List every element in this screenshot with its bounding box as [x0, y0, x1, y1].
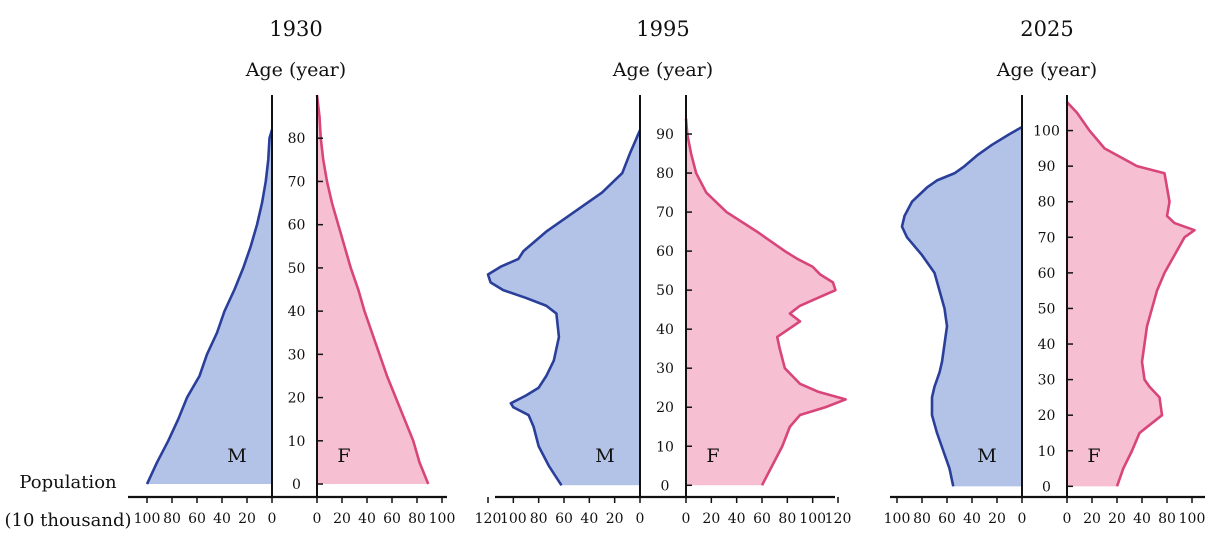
male-pop-tick-label: 0: [636, 511, 645, 527]
age-tick-label: 90: [656, 127, 674, 143]
male-pop-tick-label: 100: [134, 511, 161, 527]
age-tick-label: 0: [661, 478, 670, 494]
age-tick-label: 60: [288, 218, 306, 234]
age-axis-label: Age (year): [612, 59, 713, 81]
female-area: [317, 95, 429, 485]
female-pop-tick-label: 20: [1083, 511, 1101, 527]
male-pop-tick-label: 20: [988, 511, 1006, 527]
age-tick-label: 10: [1038, 444, 1056, 460]
age-tick-label: 70: [656, 205, 674, 221]
female-pop-tick-label: 0: [313, 511, 322, 527]
male-pop-tick-label: 20: [238, 511, 256, 527]
female-pop-tick-label: 0: [682, 511, 691, 527]
age-tick-label: 70: [288, 174, 306, 190]
age-tick-label: 30: [1038, 373, 1056, 389]
pyramid-title: 1995: [636, 17, 689, 41]
age-tick-label: 80: [1038, 195, 1056, 211]
age-tick-label: 10: [656, 439, 674, 455]
age-tick-label: 60: [1038, 266, 1056, 282]
female-pop-tick-label: 80: [1158, 511, 1176, 527]
female-pop-tick-label: 40: [358, 511, 376, 527]
age-tick-label: 20: [288, 391, 306, 407]
age-tick-label: 0: [1042, 479, 1051, 495]
female-series-line: [315, 94, 430, 485]
age-tick-label: 40: [656, 322, 674, 338]
age-tick-label: 100: [1033, 124, 1060, 140]
female-area: [1067, 102, 1195, 487]
male-pop-tick-label: 100: [884, 511, 911, 527]
female-pop-tick-label: 20: [1108, 511, 1126, 527]
male-pop-tick-label: 40: [580, 511, 598, 527]
age-tick-label: 10: [288, 434, 306, 450]
male-pop-tick-label: 60: [188, 511, 206, 527]
female-pop-tick-label: 20: [333, 511, 351, 527]
male-area: [147, 129, 272, 485]
female-pop-tick-label: 40: [728, 511, 746, 527]
male-series-line: [486, 129, 642, 486]
female-pop-tick-label: 100: [799, 511, 826, 527]
age-tick-label: 60: [656, 244, 674, 260]
age-tick-label: 50: [288, 261, 306, 277]
age-tick-label: 80: [656, 166, 674, 182]
female-pop-tick-label: 60: [753, 511, 771, 527]
male-pop-tick-label: 80: [913, 511, 931, 527]
male-pop-tick-label: 80: [163, 511, 181, 527]
age-tick-label: 80: [288, 131, 306, 147]
female-series-line: [684, 118, 847, 486]
age-axis-label: Age (year): [996, 59, 1097, 81]
pyramid-title: 2025: [1020, 17, 1073, 41]
female-series-line: [1066, 101, 1196, 487]
female-area: [686, 118, 846, 486]
age-tick-label: 0: [292, 477, 301, 493]
male-area: [902, 127, 1022, 487]
female-pop-tick-label: 80: [408, 511, 426, 527]
female-pop-tick-label: 120: [825, 511, 852, 527]
age-axis-label: Age (year): [245, 59, 346, 81]
female-pop-tick-label: 40: [1133, 511, 1151, 527]
male-pop-tick-label: 80: [530, 511, 548, 527]
female-pop-tick-label: 100: [1179, 511, 1206, 527]
age-tick-label: 20: [656, 400, 674, 416]
female-pop-tick-label: 80: [778, 511, 796, 527]
female-pop-tick-label: 0: [1063, 511, 1072, 527]
x-axis-label-unit: (10 thousand): [4, 510, 131, 531]
female-pop-tick-label: 100: [429, 511, 456, 527]
male-pop-tick-label: 0: [1018, 511, 1027, 527]
male-pop-tick-label: 100: [500, 511, 527, 527]
male-label: M: [977, 445, 996, 467]
male-series-line: [145, 129, 274, 485]
age-tick-label: 50: [1038, 301, 1056, 317]
pyramid-title: 1930: [269, 17, 322, 41]
male-pop-tick-label: 60: [555, 511, 573, 527]
female-label: F: [706, 445, 719, 467]
male-label: M: [227, 445, 246, 467]
age-tick-label: 40: [288, 304, 306, 320]
age-tick-label: 50: [656, 283, 674, 299]
male-pop-tick-label: 40: [963, 511, 981, 527]
age-tick-label: 30: [288, 347, 306, 363]
male-pop-tick-label: 40: [213, 511, 231, 527]
age-tick-label: 40: [1038, 337, 1056, 353]
male-series-line: [900, 125, 1023, 487]
male-label: M: [595, 445, 614, 467]
age-tick-label: 90: [1038, 159, 1056, 175]
age-tick-label: 30: [656, 361, 674, 377]
female-label: F: [1087, 445, 1100, 467]
male-pop-tick-label: 60: [938, 511, 956, 527]
male-area: [488, 130, 640, 486]
age-tick-label: 20: [1038, 408, 1056, 424]
female-pop-tick-label: 60: [383, 511, 401, 527]
female-label: F: [337, 445, 350, 467]
male-pop-tick-label: 0: [268, 511, 277, 527]
female-pop-tick-label: 20: [702, 511, 720, 527]
male-pop-tick-label: 120: [475, 511, 502, 527]
male-pop-tick-label: 20: [606, 511, 624, 527]
age-tick-label: 70: [1038, 230, 1056, 246]
x-axis-label-population: Population: [19, 472, 117, 493]
